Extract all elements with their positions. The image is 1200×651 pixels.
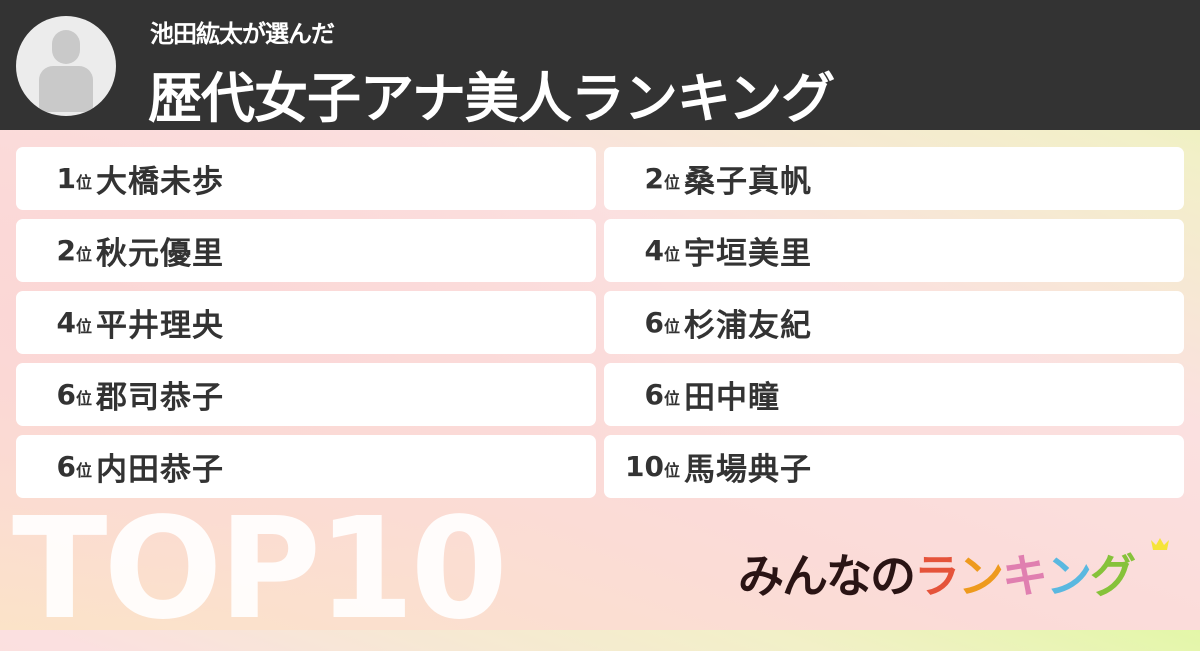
rank-number: 1 [56,162,76,195]
rank-number: 6 [56,378,76,411]
rank-label: 6位 [16,378,96,411]
logo-letter: ン [958,549,1004,603]
rank-label: 4位 [604,234,684,267]
ranking-name: 馬場典子 [684,452,812,488]
logo-letter: ラ [914,549,960,603]
ranking-item[interactable]: 4位 宇垣美里 [604,219,1184,282]
rank-number: 6 [56,450,76,483]
rank-number: 6 [644,378,664,411]
logo-letter: グ [1090,549,1136,603]
rank-suffix: 位 [663,461,680,480]
avatar-body-icon [39,66,93,112]
ranking-item[interactable]: 4位 平井理央 [16,291,596,354]
rank-suffix: 位 [663,245,680,264]
rank-label: 6位 [604,378,684,411]
rank-label: 2位 [16,234,96,267]
site-logo[interactable]: みんなの ラ ン キ ン グ [738,540,1136,606]
rank-label: 10位 [604,450,684,483]
rank-label: 2位 [604,162,684,195]
ranking-item[interactable]: 6位 内田恭子 [16,435,596,498]
ranking-name: 秋元優里 [96,236,224,272]
logo-letter: ン [1046,549,1092,603]
rank-label: 1位 [16,162,96,195]
ranking-name: 郡司恭子 [96,380,224,416]
rank-label: 4位 [16,306,96,339]
ranking-item[interactable]: 2位 秋元優里 [16,219,596,282]
rank-suffix: 位 [75,317,92,336]
rank-suffix: 位 [75,461,92,480]
ranking-name: 田中瞳 [684,380,780,416]
rank-label: 6位 [604,306,684,339]
crown-icon [1151,538,1169,550]
rank-suffix: 位 [75,245,92,264]
logo-letter: キ [1002,549,1048,603]
avatar-head-icon [52,30,80,64]
page-subtitle: 池田紘太が選んだ [150,20,335,48]
rank-suffix: 位 [75,173,92,192]
rank-suffix: 位 [663,389,680,408]
rank-number: 10 [625,450,664,483]
top10-badge: TOP10 [12,488,508,651]
rank-number: 2 [644,162,664,195]
ranking-item[interactable]: 6位 杉浦友紀 [604,291,1184,354]
ranking-name: 桑子真帆 [684,164,812,200]
page-title: 歴代女子アナ美人ランキング [148,67,835,130]
rank-suffix: 位 [663,173,680,192]
ranking-name: 杉浦友紀 [684,308,812,344]
header: 池田紘太が選んだ 歴代女子アナ美人ランキング [0,0,1200,130]
logo-text-dark: みんなの [738,549,916,603]
avatar [16,16,116,116]
ranking-name: 宇垣美里 [684,236,812,272]
ranking-name: 平井理央 [96,308,224,344]
ranking-item[interactable]: 1位 大橋未歩 [16,147,596,210]
rank-suffix: 位 [663,317,680,336]
rank-label: 6位 [16,450,96,483]
rank-number: 2 [56,234,76,267]
ranking-item[interactable]: 2位 桑子真帆 [604,147,1184,210]
rank-number: 4 [644,234,664,267]
ranking-item[interactable]: 6位 田中瞳 [604,363,1184,426]
rank-suffix: 位 [75,389,92,408]
ranking-name: 内田恭子 [96,452,224,488]
ranking-item[interactable]: 10位 馬場典子 [604,435,1184,498]
ranking-item[interactable]: 6位 郡司恭子 [16,363,596,426]
rank-number: 4 [56,306,76,339]
rank-number: 6 [644,306,664,339]
ranking-name: 大橋未歩 [96,164,224,200]
